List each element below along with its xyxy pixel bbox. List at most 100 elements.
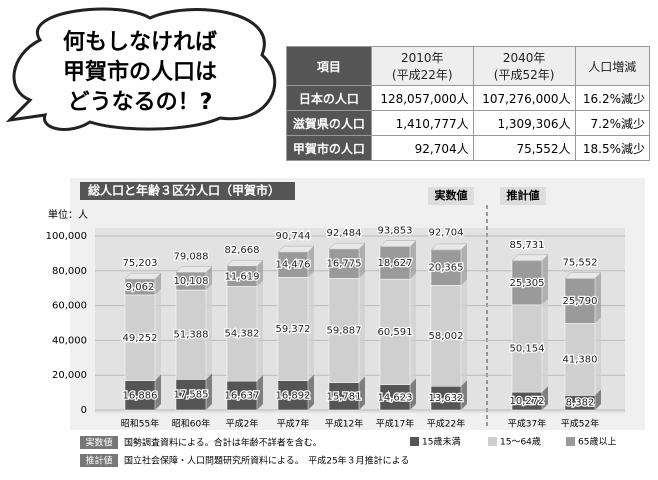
note-text: 国立社会保障・人口問題研究所資料による。 平成25年３月推計による xyxy=(124,455,409,467)
value-label: 10,108 xyxy=(174,276,209,287)
bar-side xyxy=(461,243,467,286)
bar-segment xyxy=(226,380,258,411)
bar-top xyxy=(564,272,602,279)
bar-side xyxy=(542,386,548,410)
bar-side xyxy=(461,279,467,387)
bar-side xyxy=(542,254,548,305)
x-tick-label: 平成17年 xyxy=(376,418,414,430)
total-label: 82,668 xyxy=(225,245,260,256)
y-tick-label: 80,000 xyxy=(52,266,87,277)
value-label: 54,382 xyxy=(225,329,260,340)
value-label: 17,585 xyxy=(174,390,209,401)
note-tag-box xyxy=(80,454,118,467)
value-label: 16,637 xyxy=(225,391,260,402)
table-cell: 128,057,000人 xyxy=(370,85,474,111)
value-label: 60,591 xyxy=(378,327,413,338)
note-text: 国勢調査資料による。合計は年齢不詳者を含む。 xyxy=(124,437,322,449)
y-tick-label: 100,000 xyxy=(46,231,87,242)
value-label: 18,627 xyxy=(378,258,413,269)
bar-side xyxy=(257,280,263,382)
bar-top xyxy=(124,272,162,280)
bar-segment xyxy=(175,289,207,380)
bar-side xyxy=(308,374,314,410)
note-tag-box xyxy=(80,436,118,449)
value-label: 59,372 xyxy=(276,324,311,335)
bar-segment xyxy=(328,278,360,383)
table-header: 人口増減 xyxy=(574,46,651,86)
bar-side xyxy=(542,298,548,393)
value-label: 50,154 xyxy=(510,343,545,354)
bar-segment xyxy=(124,380,156,411)
bar-segment xyxy=(511,260,543,306)
bar-side xyxy=(257,375,263,410)
table-cell: 7.2%減少 xyxy=(574,110,651,136)
table-cell: 18.5%減少 xyxy=(574,135,651,161)
total-label: 85,731 xyxy=(510,240,545,251)
value-label: 59,887 xyxy=(327,325,362,336)
bar-top xyxy=(226,259,264,267)
table-cell: 滋賀県の人口 xyxy=(286,110,372,136)
bar-top xyxy=(328,242,366,250)
bar-top xyxy=(379,240,417,247)
bar-side xyxy=(410,378,416,410)
value-label: 14,623 xyxy=(378,392,413,403)
bar-side xyxy=(410,240,416,280)
title-bar xyxy=(80,182,295,200)
table-cell: 92,704人 xyxy=(370,135,474,161)
bar-side xyxy=(206,266,212,290)
bar-side xyxy=(595,389,601,410)
value-label: 10,272 xyxy=(510,396,545,407)
table-header: 2010年 (平成22年) xyxy=(370,46,474,86)
bar-side xyxy=(206,283,212,380)
bar-segment xyxy=(379,278,411,385)
value-label: 49,252 xyxy=(123,333,158,344)
legend-swatch xyxy=(488,437,497,446)
total-label: 79,088 xyxy=(174,251,209,262)
bar-side xyxy=(359,272,365,383)
table-header: 項目 xyxy=(286,46,372,86)
y-tick-label: 20,000 xyxy=(52,370,87,381)
value-label: 25,305 xyxy=(510,278,545,289)
bar-side xyxy=(257,260,263,287)
value-label: 8,382 xyxy=(566,398,595,409)
bar-side xyxy=(155,374,161,410)
bar-side xyxy=(595,317,601,396)
bar-top xyxy=(430,243,468,251)
value-label: 16,892 xyxy=(276,390,311,401)
bar-side xyxy=(206,373,212,410)
legend-label: 15歳未満 xyxy=(422,436,460,448)
bar-side xyxy=(155,273,161,295)
value-label: 25,790 xyxy=(563,296,598,307)
x-tick-label: 平成2年 xyxy=(226,418,259,430)
note-tag: 実数値 xyxy=(85,437,112,449)
bar-segment xyxy=(564,278,596,324)
total-label: 90,744 xyxy=(276,231,311,242)
value-label: 15,781 xyxy=(327,391,362,402)
bar-top xyxy=(511,254,549,262)
bar-side xyxy=(155,288,161,381)
total-label: 92,484 xyxy=(327,228,362,239)
speech-bubble xyxy=(5,7,277,131)
x-tick-label: 平成52年 xyxy=(561,418,599,430)
table-cell: 1,309,306人 xyxy=(472,110,576,136)
table-row: 甲賀市の人口 92,704人 75,552人 18.5%減少 xyxy=(286,135,651,161)
bar-side xyxy=(410,273,416,385)
note-tag: 推計値 xyxy=(85,455,112,467)
bar-side xyxy=(595,272,601,324)
total-label: 92,704 xyxy=(429,228,464,239)
x-tick-label: 平成12年 xyxy=(325,418,363,430)
bar-top xyxy=(175,266,213,273)
y-tick-label: 0 xyxy=(81,405,87,416)
bubble-line: 甲賀市の人口は xyxy=(63,59,217,85)
x-tick-label: 平成7年 xyxy=(277,418,310,430)
value-label: 58,002 xyxy=(429,331,464,342)
table-row: 滋賀県の人口 1,410,777人 1,309,306人 7.2%減少 xyxy=(286,110,651,136)
annotation-box xyxy=(428,187,474,205)
total-label: 75,552 xyxy=(563,258,598,269)
value-label: 11,619 xyxy=(225,271,260,282)
value-label: 20,365 xyxy=(429,263,464,274)
bar-segment xyxy=(328,248,360,279)
annotation: 実数値 xyxy=(435,188,468,202)
table-row: 日本の人口 128,057,000人 107,276,000人 16.2%減少 xyxy=(286,85,651,111)
